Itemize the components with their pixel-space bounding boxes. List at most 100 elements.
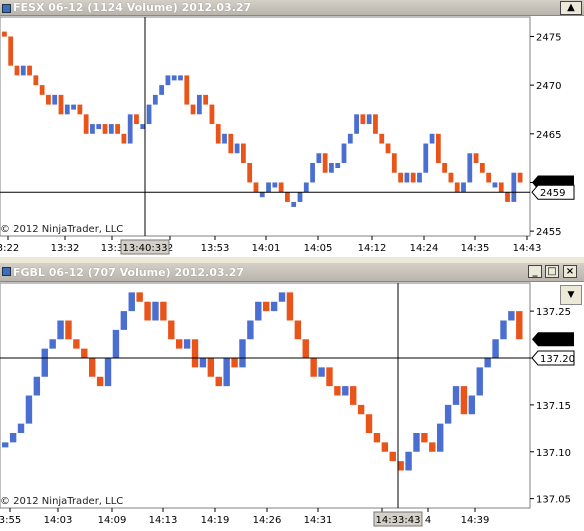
maximize-button[interactable]: □ [545,265,559,278]
price-bar [2,442,9,448]
price-bar [9,433,17,443]
price-bar [484,358,491,368]
scroll-down-icon[interactable]: ▼ [560,285,582,305]
price-bar [77,104,83,115]
x-tick-label: 14:13 [149,515,178,526]
price-bar [366,114,372,125]
x-tick-label: 2 [167,243,173,254]
price-bar [467,153,473,183]
price-bar [334,386,341,396]
price-chart[interactable]: 247524702465246024553:2213:3213:3213:531… [0,16,584,257]
price-bar [460,386,468,415]
x-tick-label: 14:43 [513,243,542,254]
minimize-button[interactable]: _ [528,265,542,278]
price-bar [429,442,436,452]
x-tick-label: 14:35 [461,243,490,254]
y-tick-label: 2465 [536,130,561,141]
price-bar [452,386,460,405]
price-bar [171,75,177,81]
price-bar [159,85,165,95]
price-bar [448,172,454,183]
crosshair-time-label: 13:40:33 [123,243,168,254]
price-bar [354,114,359,134]
price-bar [240,143,246,163]
price-bar [127,114,133,144]
price-bar [57,320,64,340]
x-tick-label: 14:31 [304,515,333,526]
price-bar [421,433,428,443]
price-bar [33,376,41,396]
title-bar[interactable]: FGBL 06-12 (707 Volume) 2012.03.27 _ □ × [0,263,584,282]
price-bar [310,358,317,377]
price-bar [461,182,466,193]
price-chart[interactable]: 137.25 137.20 137.15 137.10 137.05 3:55 14:03 1… [0,282,584,531]
price-bar [39,85,45,95]
x-tick-label: 13:32 [51,243,80,254]
price-bar [231,358,238,368]
price-bar [365,414,373,433]
last-price-label: 2460 [540,178,565,189]
close-button[interactable]: × [563,265,577,278]
price-bar [278,182,284,193]
price-bar [341,143,347,163]
price-bar [350,386,357,405]
price-bar [228,133,234,154]
price-bar [160,301,167,321]
price-bar [196,94,202,115]
price-bar [17,423,25,433]
price-bar [410,172,416,183]
price-bar [49,339,56,349]
price-bar [81,348,88,358]
price-bar [335,163,341,168]
x-tick-label: 14:26 [253,515,282,526]
price-bar [184,75,190,105]
copyright-text: © 2012 NinjaTrader, LLC [0,496,123,507]
price-bar [479,163,485,173]
price-bar [266,182,271,193]
price-bar [297,192,303,202]
price-bar [239,339,246,368]
price-bar [259,192,265,198]
plot-area [0,282,531,509]
price-bar [318,367,325,377]
price-bar [360,114,366,125]
y-tick-label: 137.05 [536,495,571,506]
price-bar [316,153,322,163]
last-price-marker [532,332,574,347]
x-tick-label: 13:53 [201,243,230,254]
price-bar [8,36,14,66]
price-bar [391,153,397,173]
price-bar [108,124,114,134]
title-bar[interactable]: FESX 06-12 (1124 Volume) 2012.03.27 ▲ [0,0,584,16]
price-bar [222,133,227,144]
price-bar [152,301,159,321]
price-bar [385,143,391,154]
price-bar [263,301,270,312]
price-bar [498,182,504,193]
price-bar [2,31,7,37]
price-bar [373,114,378,134]
price-bar [209,104,215,125]
crosshair-price-marker [531,350,575,366]
price-bar [517,172,523,183]
price-bar [379,133,385,144]
price-bar [326,367,333,387]
copyright-text: © 2012 NinjaTrader, LLC [0,224,123,235]
price-bar [511,172,517,202]
price-bar [413,433,420,452]
price-bar [120,311,128,330]
price-bar [27,65,32,76]
scroll-up-icon[interactable]: ▲ [560,1,582,15]
price-bar [500,320,507,340]
price-bar [302,339,309,358]
window-title: FGBL 06-12 (707 Volume) 2012.03.27 [13,266,245,279]
price-bar [285,192,290,202]
x-tick-label: 4 [425,515,431,526]
price-bar [25,395,33,424]
price-bar [215,124,221,144]
price-bar [342,386,349,396]
price-bar [207,358,215,377]
y-tick-label: 137.10 [536,448,571,459]
crosshair-price-label: 2459 [540,188,565,199]
price-bar [437,423,444,452]
